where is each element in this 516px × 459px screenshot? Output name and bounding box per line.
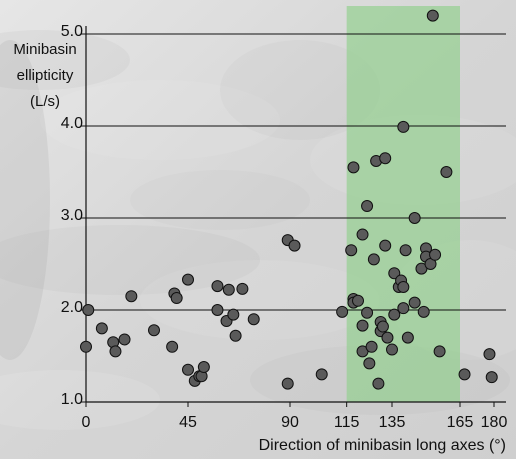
x-tick-label: 165 bbox=[447, 414, 474, 431]
data-point bbox=[222, 283, 235, 296]
terrain-shade bbox=[0, 40, 50, 360]
data-point bbox=[408, 296, 421, 309]
data-point bbox=[388, 308, 401, 321]
data-point bbox=[361, 306, 374, 319]
y-axis-label-line: Minibasin bbox=[13, 41, 76, 58]
x-tick-label: 180 bbox=[481, 414, 508, 431]
data-point bbox=[345, 244, 358, 257]
data-point bbox=[458, 368, 471, 381]
x-tick-labels: 0 45 90 115 135 165 180 bbox=[82, 414, 508, 431]
data-point bbox=[170, 292, 183, 305]
data-point bbox=[356, 228, 369, 241]
data-point bbox=[182, 273, 194, 286]
terrain-shade bbox=[0, 225, 260, 295]
x-axis-label: Direction of minibasin long axes (°) bbox=[259, 437, 506, 454]
data-point bbox=[381, 331, 394, 344]
x-tick-label: 115 bbox=[334, 414, 360, 431]
data-point bbox=[417, 305, 430, 318]
data-point bbox=[426, 9, 439, 22]
y-tick-label: 5.0 bbox=[61, 23, 83, 40]
data-point bbox=[229, 329, 242, 342]
y-tick-label: 3.0 bbox=[61, 207, 83, 224]
data-point bbox=[388, 267, 401, 280]
data-point bbox=[386, 343, 398, 356]
data-point bbox=[361, 200, 374, 213]
data-point bbox=[197, 361, 210, 374]
terrain-shade bbox=[140, 260, 380, 340]
data-point bbox=[118, 333, 131, 346]
y-tick-label: 2.0 bbox=[61, 299, 83, 316]
data-point bbox=[80, 340, 92, 353]
y-axis-label-line: ellipticity bbox=[17, 67, 74, 84]
data-point bbox=[401, 331, 414, 344]
data-point bbox=[95, 322, 108, 335]
data-point bbox=[336, 305, 349, 318]
data-point bbox=[365, 340, 378, 353]
data-point bbox=[376, 320, 389, 333]
data-point bbox=[379, 152, 392, 165]
data-point bbox=[433, 345, 446, 358]
data-point bbox=[182, 363, 194, 376]
y-tick-labels: 1.0 2.0 3.0 4.0 5.0 bbox=[61, 23, 83, 408]
data-point bbox=[227, 308, 240, 321]
y-axis-label: Minibasin ellipticity (L/s) bbox=[13, 41, 76, 110]
y-tick-label: 4.0 bbox=[61, 115, 83, 132]
data-point bbox=[429, 248, 442, 261]
data-point bbox=[148, 324, 160, 337]
data-point bbox=[211, 280, 224, 293]
data-point bbox=[397, 120, 410, 133]
data-point bbox=[211, 304, 224, 316]
data-point bbox=[125, 290, 138, 303]
terrain-shade bbox=[0, 30, 130, 90]
data-point bbox=[363, 357, 376, 370]
data-point bbox=[367, 253, 380, 266]
data-point bbox=[352, 294, 364, 307]
terrain-shade bbox=[40, 80, 280, 160]
data-point bbox=[166, 340, 179, 353]
data-point bbox=[379, 239, 392, 252]
axes bbox=[81, 26, 506, 407]
data-point bbox=[356, 319, 369, 332]
x-tick-label: 45 bbox=[179, 414, 197, 431]
data-point bbox=[399, 244, 412, 257]
x-tick-label: 90 bbox=[281, 414, 299, 431]
data-point bbox=[483, 348, 496, 361]
data-point bbox=[397, 281, 410, 293]
data-point bbox=[236, 282, 249, 295]
y-tick-label: 1.0 bbox=[61, 391, 83, 408]
terrain-shade bbox=[220, 40, 380, 140]
data-point bbox=[408, 212, 421, 224]
terrain-shade bbox=[130, 170, 310, 230]
x-tick-label: 0 bbox=[82, 414, 91, 431]
data-point bbox=[109, 345, 122, 358]
terrain-shade bbox=[0, 370, 160, 430]
y-axis-label-line: (L/s) bbox=[30, 93, 60, 110]
data-point bbox=[347, 161, 360, 174]
data-point bbox=[315, 368, 328, 381]
data-points bbox=[80, 9, 498, 390]
x-tick-label: 135 bbox=[379, 414, 406, 431]
data-point bbox=[485, 371, 498, 384]
data-point bbox=[281, 377, 294, 390]
data-point bbox=[397, 302, 410, 315]
data-point bbox=[372, 377, 385, 390]
data-point bbox=[247, 313, 260, 326]
data-point bbox=[82, 304, 95, 316]
data-point bbox=[440, 166, 453, 178]
data-point bbox=[288, 239, 301, 252]
